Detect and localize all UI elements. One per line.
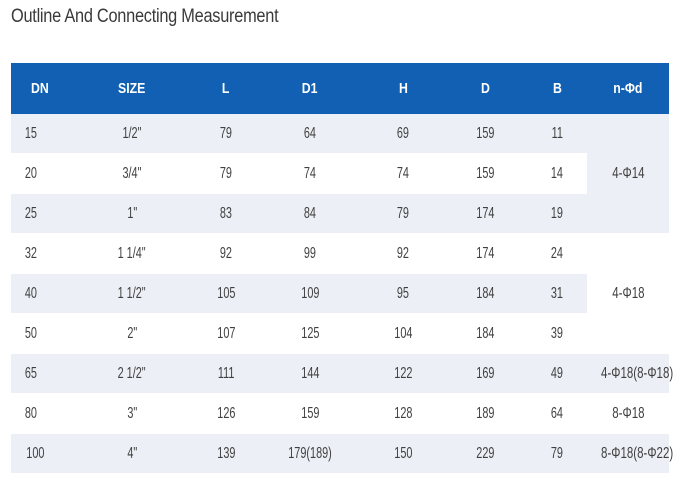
header-l: L	[195, 63, 257, 114]
header-row: DN SIZE L D1 H D B n-Φd	[11, 63, 669, 114]
cell-l: 111	[195, 353, 257, 394]
cell-dn: 50	[11, 313, 69, 354]
cell-d: 169	[443, 353, 527, 394]
cell-nd: 4-Φ18	[587, 233, 669, 354]
cell-d: 174	[443, 193, 527, 234]
cell-h: 74	[363, 153, 443, 194]
cell-b: 64	[527, 393, 587, 434]
cell-dn: 20	[11, 153, 69, 194]
cell-b: 19	[527, 193, 587, 234]
cell-b: 31	[527, 273, 587, 314]
dimension-table: DN SIZE L D1 H D B n-Φd 15 1/2" 79 64 69…	[11, 63, 673, 474]
cell-h: 92	[363, 233, 443, 274]
header-dn: DN	[11, 63, 69, 114]
table-row: 100 4" 139 179(189) 150 229 79 8-Φ18(8-Φ…	[11, 433, 673, 474]
header-b: B	[527, 63, 587, 114]
cell-d1: 74	[257, 153, 363, 194]
cell-dn: 15	[11, 114, 69, 154]
cell-d: 229	[443, 433, 527, 474]
cell-h: 128	[363, 393, 443, 434]
cell-l: 105	[195, 273, 257, 314]
cell-d: 184	[443, 313, 527, 354]
table-row: 50 2" 107 125 104 184 39	[11, 313, 669, 354]
cell-nd: 8-Φ18(8-Φ22)	[587, 433, 673, 474]
cell-b: 49	[527, 353, 587, 394]
cell-d1: 179(189)	[257, 433, 363, 474]
table-row: 15 1/2" 79 64 69 159 11 4-Φ14	[11, 114, 669, 234]
cell-l: 79	[195, 153, 257, 194]
cell-l: 126	[195, 393, 257, 434]
cell-d1: 84	[257, 193, 363, 234]
cell-d: 184	[443, 273, 527, 314]
cell-d1: 144	[257, 353, 363, 394]
cell-h: 122	[363, 353, 443, 394]
cell-b: 11	[527, 114, 587, 154]
header-size: SIZE	[69, 63, 195, 114]
cell-size: 2"	[69, 313, 195, 354]
cell-b: 39	[527, 313, 587, 354]
cell-nd: 8-Φ18	[587, 393, 669, 434]
header-d1: D1	[257, 63, 363, 114]
cell-dn: 80	[11, 393, 69, 434]
cell-d1: 159	[257, 393, 363, 434]
table-row: 40 1 1/2" 105 109 95 184 31	[11, 273, 669, 314]
header-nd: n-Φd	[587, 63, 669, 114]
cell-l: 139	[195, 433, 257, 474]
table-row: 32 1 1/4" 92 99 92 174 24 4-Φ18	[11, 233, 669, 354]
cell-size: 2 1/2"	[69, 353, 195, 394]
cell-d1: 109	[257, 273, 363, 314]
cell-l: 83	[195, 193, 257, 234]
cell-dn: 100	[11, 433, 69, 474]
cell-nd: 4-Φ14	[587, 114, 669, 234]
cell-h: 95	[363, 273, 443, 314]
cell-h: 150	[363, 433, 443, 474]
cell-l: 107	[195, 313, 257, 354]
page-title: Outline And Connecting Measurement	[11, 6, 279, 27]
table-row: 80 3" 126 159 128 189 64 8-Φ18	[11, 393, 669, 434]
cell-d: 159	[443, 153, 527, 194]
cell-size: 1 1/4"	[69, 233, 195, 274]
cell-dn: 40	[11, 273, 69, 314]
table-row: 20 3/4" 79 74 74 159 14	[11, 153, 669, 194]
cell-d: 159	[443, 114, 527, 154]
cell-b: 14	[527, 153, 587, 194]
cell-b: 79	[527, 433, 587, 474]
cell-h: 79	[363, 193, 443, 234]
cell-size: 3/4"	[69, 153, 195, 194]
cell-size: 1/2"	[69, 114, 195, 154]
table-row: 25 1" 83 84 79 174 19	[11, 193, 669, 234]
table-row: 65 2 1/2" 111 144 122 169 49 4-Φ18(8-Φ18…	[11, 353, 673, 394]
cell-size: 1"	[69, 193, 195, 234]
cell-d: 189	[443, 393, 527, 434]
cell-h: 104	[363, 313, 443, 354]
cell-d: 174	[443, 233, 527, 274]
cell-size: 3"	[69, 393, 195, 434]
cell-d1: 99	[257, 233, 363, 274]
cell-l: 79	[195, 114, 257, 154]
cell-dn: 32	[11, 233, 69, 274]
cell-size: 1 1/2"	[69, 273, 195, 314]
cell-b: 24	[527, 233, 587, 274]
cell-l: 92	[195, 233, 257, 274]
header-h: H	[363, 63, 443, 114]
cell-d1: 125	[257, 313, 363, 354]
cell-dn: 65	[11, 353, 69, 394]
header-d: D	[443, 63, 527, 114]
cell-nd: 4-Φ18(8-Φ18)	[587, 353, 673, 394]
cell-d1: 64	[257, 114, 363, 154]
cell-size: 4"	[69, 433, 195, 474]
cell-dn: 25	[11, 193, 69, 234]
cell-h: 69	[363, 114, 443, 154]
